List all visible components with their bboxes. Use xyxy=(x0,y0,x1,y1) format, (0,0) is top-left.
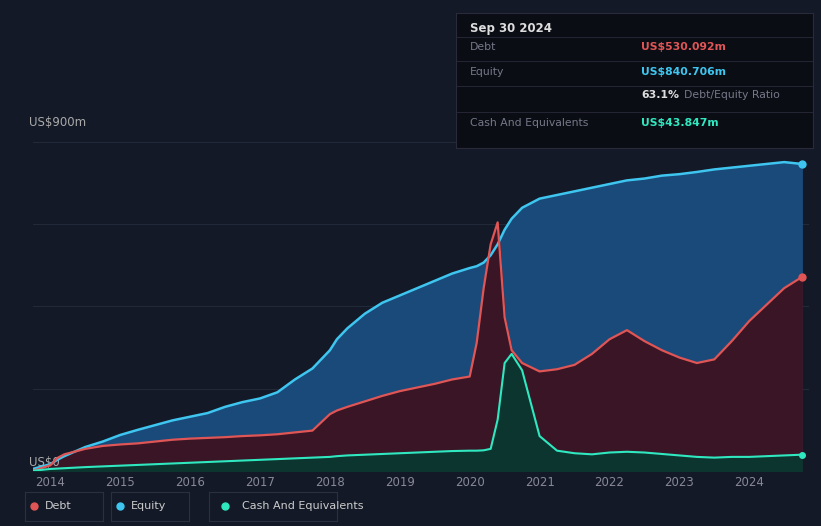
Text: Debt/Equity Ratio: Debt/Equity Ratio xyxy=(684,90,780,100)
Text: Cash And Equivalents: Cash And Equivalents xyxy=(242,501,364,511)
Text: Equity: Equity xyxy=(470,67,504,77)
Text: Sep 30 2024: Sep 30 2024 xyxy=(470,22,552,35)
Text: US$900m: US$900m xyxy=(29,116,86,129)
Text: US$840.706m: US$840.706m xyxy=(641,67,727,77)
Text: Debt: Debt xyxy=(45,501,71,511)
Text: Debt: Debt xyxy=(470,43,497,53)
Text: US$0: US$0 xyxy=(29,456,60,469)
Text: US$530.092m: US$530.092m xyxy=(641,43,727,53)
Text: Equity: Equity xyxy=(131,501,167,511)
Text: Cash And Equivalents: Cash And Equivalents xyxy=(470,118,589,128)
Text: US$43.847m: US$43.847m xyxy=(641,118,719,128)
Text: 63.1%: 63.1% xyxy=(641,90,679,100)
